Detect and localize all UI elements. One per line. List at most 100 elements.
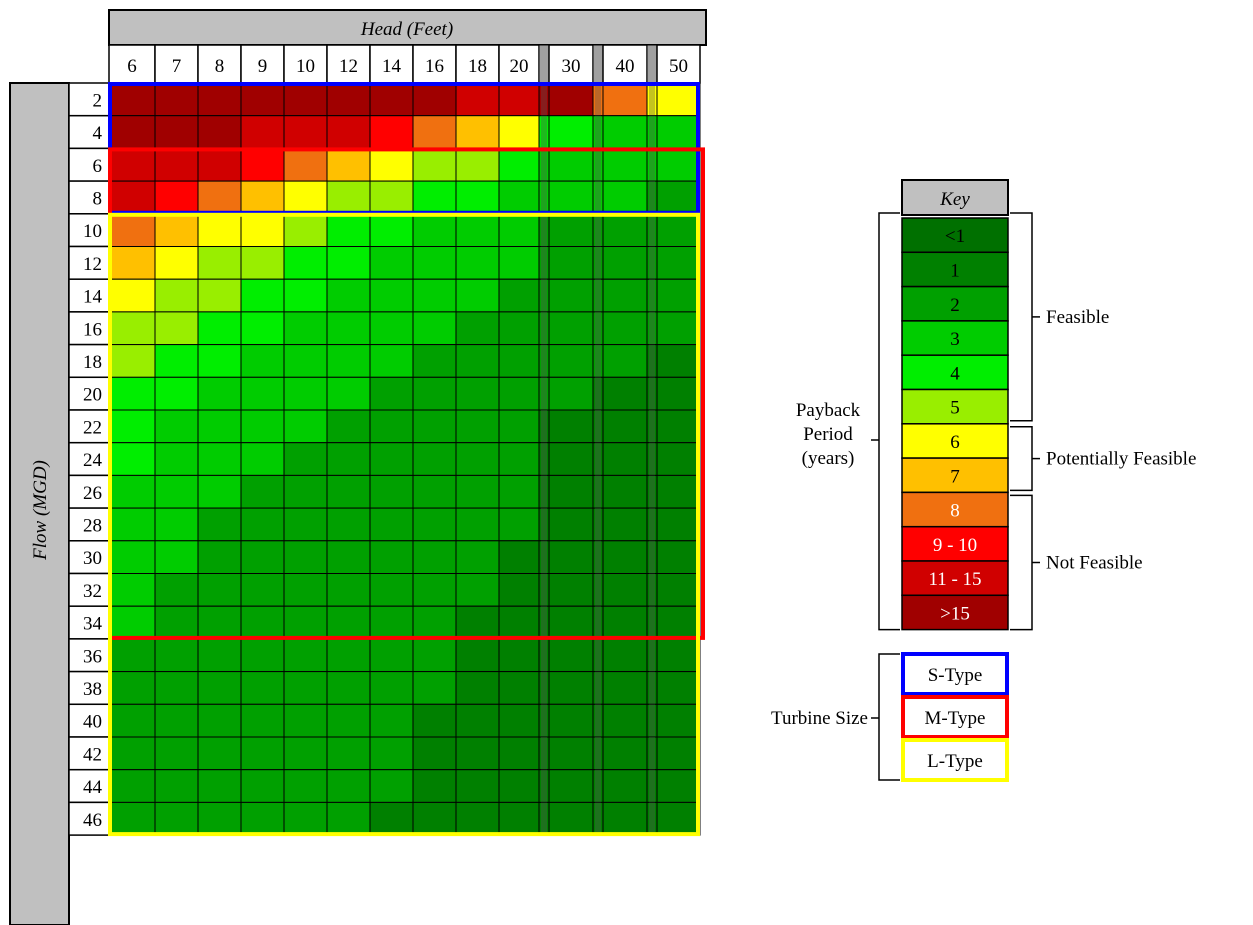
flow-tick-label: 20 <box>83 385 102 406</box>
heatmap-cell <box>548 736 594 771</box>
heatmap-cell <box>455 213 500 248</box>
heatmap-cell <box>108 213 156 248</box>
heatmap-cell <box>369 540 414 574</box>
separator-shade <box>541 442 547 476</box>
heatmap-cell <box>656 573 701 607</box>
key-swatch <box>901 423 1009 459</box>
heatmap-cell <box>602 769 648 803</box>
heatmap-cell <box>498 801 540 836</box>
heatmap-cell <box>154 703 199 738</box>
separator-shade <box>541 475 547 509</box>
group-bracket <box>1010 494 1033 631</box>
heatmap-cell <box>548 409 594 444</box>
heatmap-cell <box>455 638 500 673</box>
heatmap-cell <box>412 540 457 574</box>
heatmap-cell <box>240 703 285 738</box>
heatmap-cell <box>283 246 328 280</box>
heatmap-cell <box>240 115 285 149</box>
heatmap-cell <box>283 213 328 248</box>
heatmap-cell <box>656 442 701 476</box>
heatmap-cell <box>283 736 328 771</box>
heatmap-cell <box>412 376 457 411</box>
heatmap-cell <box>240 507 285 542</box>
heatmap-cell <box>197 376 242 411</box>
heatmap-cell <box>369 801 414 836</box>
separator-shade <box>595 802 601 836</box>
heatmap-cell <box>498 344 540 378</box>
heatmap-cell <box>326 769 371 803</box>
separator-shade <box>595 115 601 149</box>
heatmap-cell <box>455 573 500 607</box>
heatmap-cell <box>455 376 500 411</box>
heatmap-cell <box>108 409 156 444</box>
heatmap-cell <box>283 605 328 640</box>
heatmap-cell <box>154 246 199 280</box>
heatmap-cell <box>412 638 457 673</box>
heatmap-cell <box>369 147 414 182</box>
heatmap-cell <box>240 278 285 313</box>
separator-shade <box>595 606 601 639</box>
heatmap-cell <box>240 376 285 411</box>
heatmap-cell <box>548 638 594 673</box>
heatmap-cell <box>240 147 285 182</box>
heatmap-cell <box>197 507 242 542</box>
heatmap-cell <box>326 82 371 117</box>
heatmap-cell <box>197 311 242 346</box>
heatmap-cell <box>326 278 371 313</box>
heatmap-cell <box>548 115 594 149</box>
heatmap-cell <box>197 671 242 705</box>
heatmap-cell <box>455 474 500 509</box>
heatmap-cell <box>412 801 457 836</box>
separator-shade <box>649 181 655 214</box>
separator-shade <box>595 410 601 443</box>
key-swatch-label: >15 <box>940 603 970 624</box>
heatmap-cell <box>108 344 156 378</box>
heatmap-cell <box>326 246 371 280</box>
heatmap-cell <box>154 278 199 313</box>
heatmap-cell <box>197 703 242 738</box>
heatmap-cell <box>108 801 156 836</box>
heatmap-cell <box>602 736 648 771</box>
heatmap-cell <box>548 180 594 215</box>
heatmap-cell <box>108 180 156 215</box>
heatmap-cell <box>656 213 701 248</box>
heatmap-cell <box>326 474 371 509</box>
separator-shade <box>649 638 655 672</box>
separator-shade <box>595 311 601 345</box>
key-swatch-label: 6 <box>950 432 960 453</box>
separator-shade <box>649 83 655 116</box>
x-axis-title: Head (Feet) <box>360 19 453 40</box>
payback-bracket <box>878 212 900 631</box>
heatmap-cell <box>197 573 242 607</box>
flow-tick-label: 6 <box>93 156 103 177</box>
heatmap-cell <box>548 442 594 476</box>
heatmap-cell <box>369 344 414 378</box>
separator-shade <box>649 115 655 149</box>
key-swatch <box>901 320 1009 356</box>
heatmap-cell <box>197 147 242 182</box>
heatmap-cell <box>455 344 500 378</box>
head-tick-label: 14 <box>382 56 402 77</box>
flow-cell <box>68 311 110 346</box>
heatmap-cell <box>656 82 701 117</box>
heatmap-cell <box>602 573 648 607</box>
heatmap-cell <box>455 671 500 705</box>
heatmap-cell <box>154 213 199 248</box>
heatmap-cell <box>326 573 371 607</box>
heatmap-cell <box>498 442 540 476</box>
turbine-region-outlines <box>108 82 705 837</box>
separator-shade <box>541 148 547 182</box>
separator-shade <box>541 213 547 247</box>
heatmap-cell <box>369 82 414 117</box>
heatmap-cell <box>369 769 414 803</box>
heatmap-cell <box>548 671 594 705</box>
heatmap-cell <box>369 474 414 509</box>
payback-label: Period <box>803 424 853 445</box>
heatmap-cell <box>498 605 540 640</box>
heatmap-cell <box>369 115 414 149</box>
heatmap-cell <box>412 180 457 215</box>
separator-shade <box>541 540 547 574</box>
head-tick-label: 30 <box>562 56 581 77</box>
heatmap-cell <box>369 376 414 411</box>
turbine-key-box <box>901 695 1009 739</box>
